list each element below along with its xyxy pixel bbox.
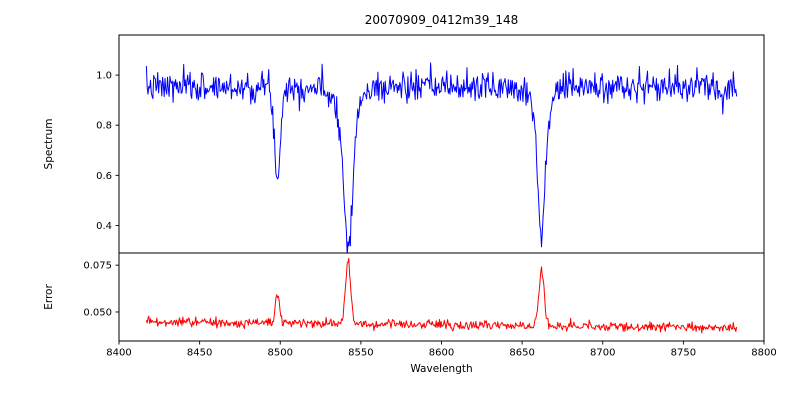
error-line xyxy=(145,257,738,334)
chart-title: 20070909_0412m39_148 xyxy=(364,13,519,27)
x-tick-label: 8700 xyxy=(590,347,615,358)
y-tick-label: 0.050 xyxy=(83,307,112,318)
x-tick-label: 8800 xyxy=(751,347,776,358)
y-tick-label: 0.4 xyxy=(96,221,112,232)
y-tick-label: 1.0 xyxy=(96,71,112,82)
x-tick-label: 8400 xyxy=(106,347,131,358)
spectrum-line xyxy=(145,62,738,253)
x-tick-label: 8650 xyxy=(509,347,534,358)
x-tick-label: 8600 xyxy=(429,347,454,358)
y-tick-label: 0.075 xyxy=(83,261,112,272)
error-panel-border xyxy=(118,252,765,342)
x-axis-label: Wavelength xyxy=(410,363,473,375)
spectrum-panel-border xyxy=(118,34,765,254)
x-axis-ticks: 8400 8450 8500 8550 8600 8650 8700 8750 8800 xyxy=(106,341,777,358)
y-tick-label: 0.6 xyxy=(96,171,112,182)
x-tick-label: 8550 xyxy=(348,347,373,358)
y-tick-label: 0.8 xyxy=(96,121,112,132)
x-tick-label: 8500 xyxy=(268,347,293,358)
x-tick-label: 8450 xyxy=(187,347,212,358)
error-y-ticks: 0.050 0.075 xyxy=(83,261,119,318)
x-tick-label: 8750 xyxy=(671,347,696,358)
spectrum-y-ticks: 0.4 0.6 0.8 1.0 xyxy=(96,71,119,232)
